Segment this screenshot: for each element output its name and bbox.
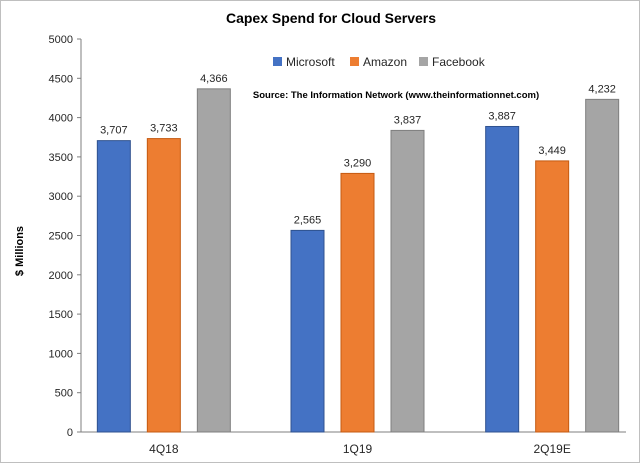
y-tick-label: 3500 [49,152,73,164]
data-label: 2,565 [294,214,322,226]
legend-swatch-amazon [350,57,359,66]
y-tick-label: 500 [55,388,73,400]
bars-group: 3,707 3,733 4,366 2,565 3,290 3,837 3,887 3,449… [96,73,620,433]
legend-swatch-microsoft [273,57,282,66]
bar-amazon-4q18 [146,138,181,433]
data-label: 3,887 [488,110,516,122]
data-label: 3,449 [538,145,566,157]
bar-amazon-1q19 [340,172,375,433]
x-axis: 4Q18 1Q19 2Q19E [149,442,571,456]
bar-amazon-2q19e [535,160,570,433]
data-label: 3,290 [344,157,372,169]
x-tick-label: 1Q19 [343,442,373,456]
y-tick-label: 4000 [49,113,73,125]
y-tick-label: 5000 [49,34,73,46]
legend-label-facebook: Facebook [432,55,486,69]
y-tick-label: 2500 [49,231,73,243]
legend: Microsoft Amazon Facebook [273,55,486,69]
legend-label-microsoft: Microsoft [286,55,335,69]
y-tick-label: 3000 [49,191,73,203]
y-axis-label: $ Millions [14,226,26,276]
y-tick-label: 2000 [49,270,73,282]
y-tick-label: 1000 [49,348,73,360]
legend-swatch-facebook [419,57,428,66]
bar-facebook-4q18 [196,88,231,433]
x-tick-label: 4Q18 [149,442,179,456]
y-tick-label: 1500 [49,309,73,321]
bar-microsoft-1q19 [290,229,325,433]
y-tick-label: 0 [67,427,73,439]
x-tick-label: 2Q19E [533,442,570,456]
data-label: 3,837 [394,114,422,126]
data-label: 4,232 [588,83,616,95]
y-tick-label: 4500 [49,73,73,85]
source-annotation: Source: The Information Network (www.the… [253,90,539,101]
bar-facebook-2q19e [585,98,620,433]
bar-facebook-1q19 [390,129,425,433]
data-label: 3,733 [150,123,178,135]
bar-microsoft-2q19e [485,125,520,433]
data-label: 3,707 [100,125,128,137]
y-axis: 0 500 1000 1500 2000 2500 3000 3500 4000 4500 5000 [49,34,81,439]
legend-label-amazon: Amazon [363,55,407,69]
bar-microsoft-4q18 [96,140,131,433]
data-label: 4,366 [200,73,228,85]
chart-title: Capex Spend for Cloud Servers [226,10,436,26]
